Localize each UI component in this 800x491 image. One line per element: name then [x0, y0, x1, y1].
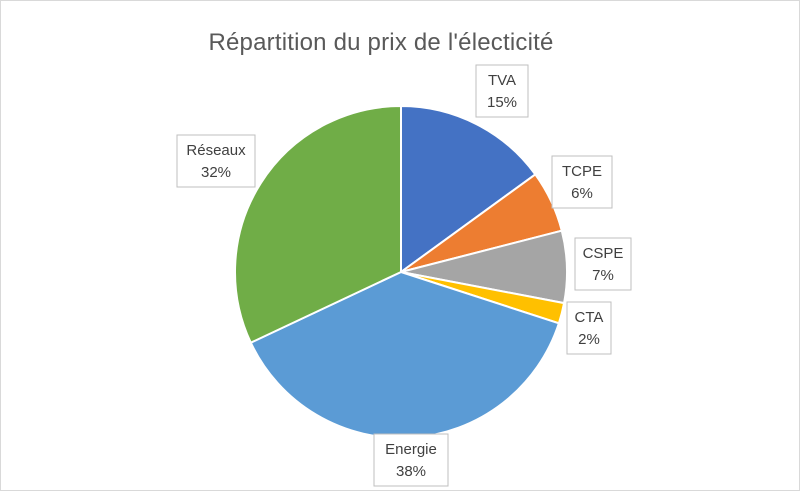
data-label-name: CTA [575, 309, 604, 326]
pie-slice-réseaux [234, 104, 402, 345]
data-label-name: Energie [385, 441, 437, 458]
data-label-cspe: CSPE 7% [574, 237, 632, 291]
data-label-value: 32% [201, 164, 231, 181]
data-label-energie: Energie 38% [373, 433, 449, 487]
data-label-tcpe: TCPE 6% [551, 155, 613, 209]
pie-slice-tva [400, 104, 537, 274]
data-label-cta: CTA 2% [566, 301, 612, 355]
data-label-réseaux: Réseaux 32% [176, 134, 256, 188]
data-label-value: 15% [487, 94, 517, 111]
data-label-value: 38% [396, 463, 426, 480]
data-label-value: 6% [571, 185, 593, 202]
data-label-name: TCPE [562, 163, 602, 180]
data-label-tva: TVA 15% [475, 64, 529, 118]
data-label-name: Réseaux [186, 142, 246, 159]
data-label-name: TVA [488, 72, 516, 89]
chart-title: Répartition du prix de l'électicité [208, 29, 554, 56]
data-label-value: 2% [578, 331, 600, 348]
data-label-value: 7% [592, 267, 614, 284]
data-label-name: CSPE [583, 245, 624, 262]
